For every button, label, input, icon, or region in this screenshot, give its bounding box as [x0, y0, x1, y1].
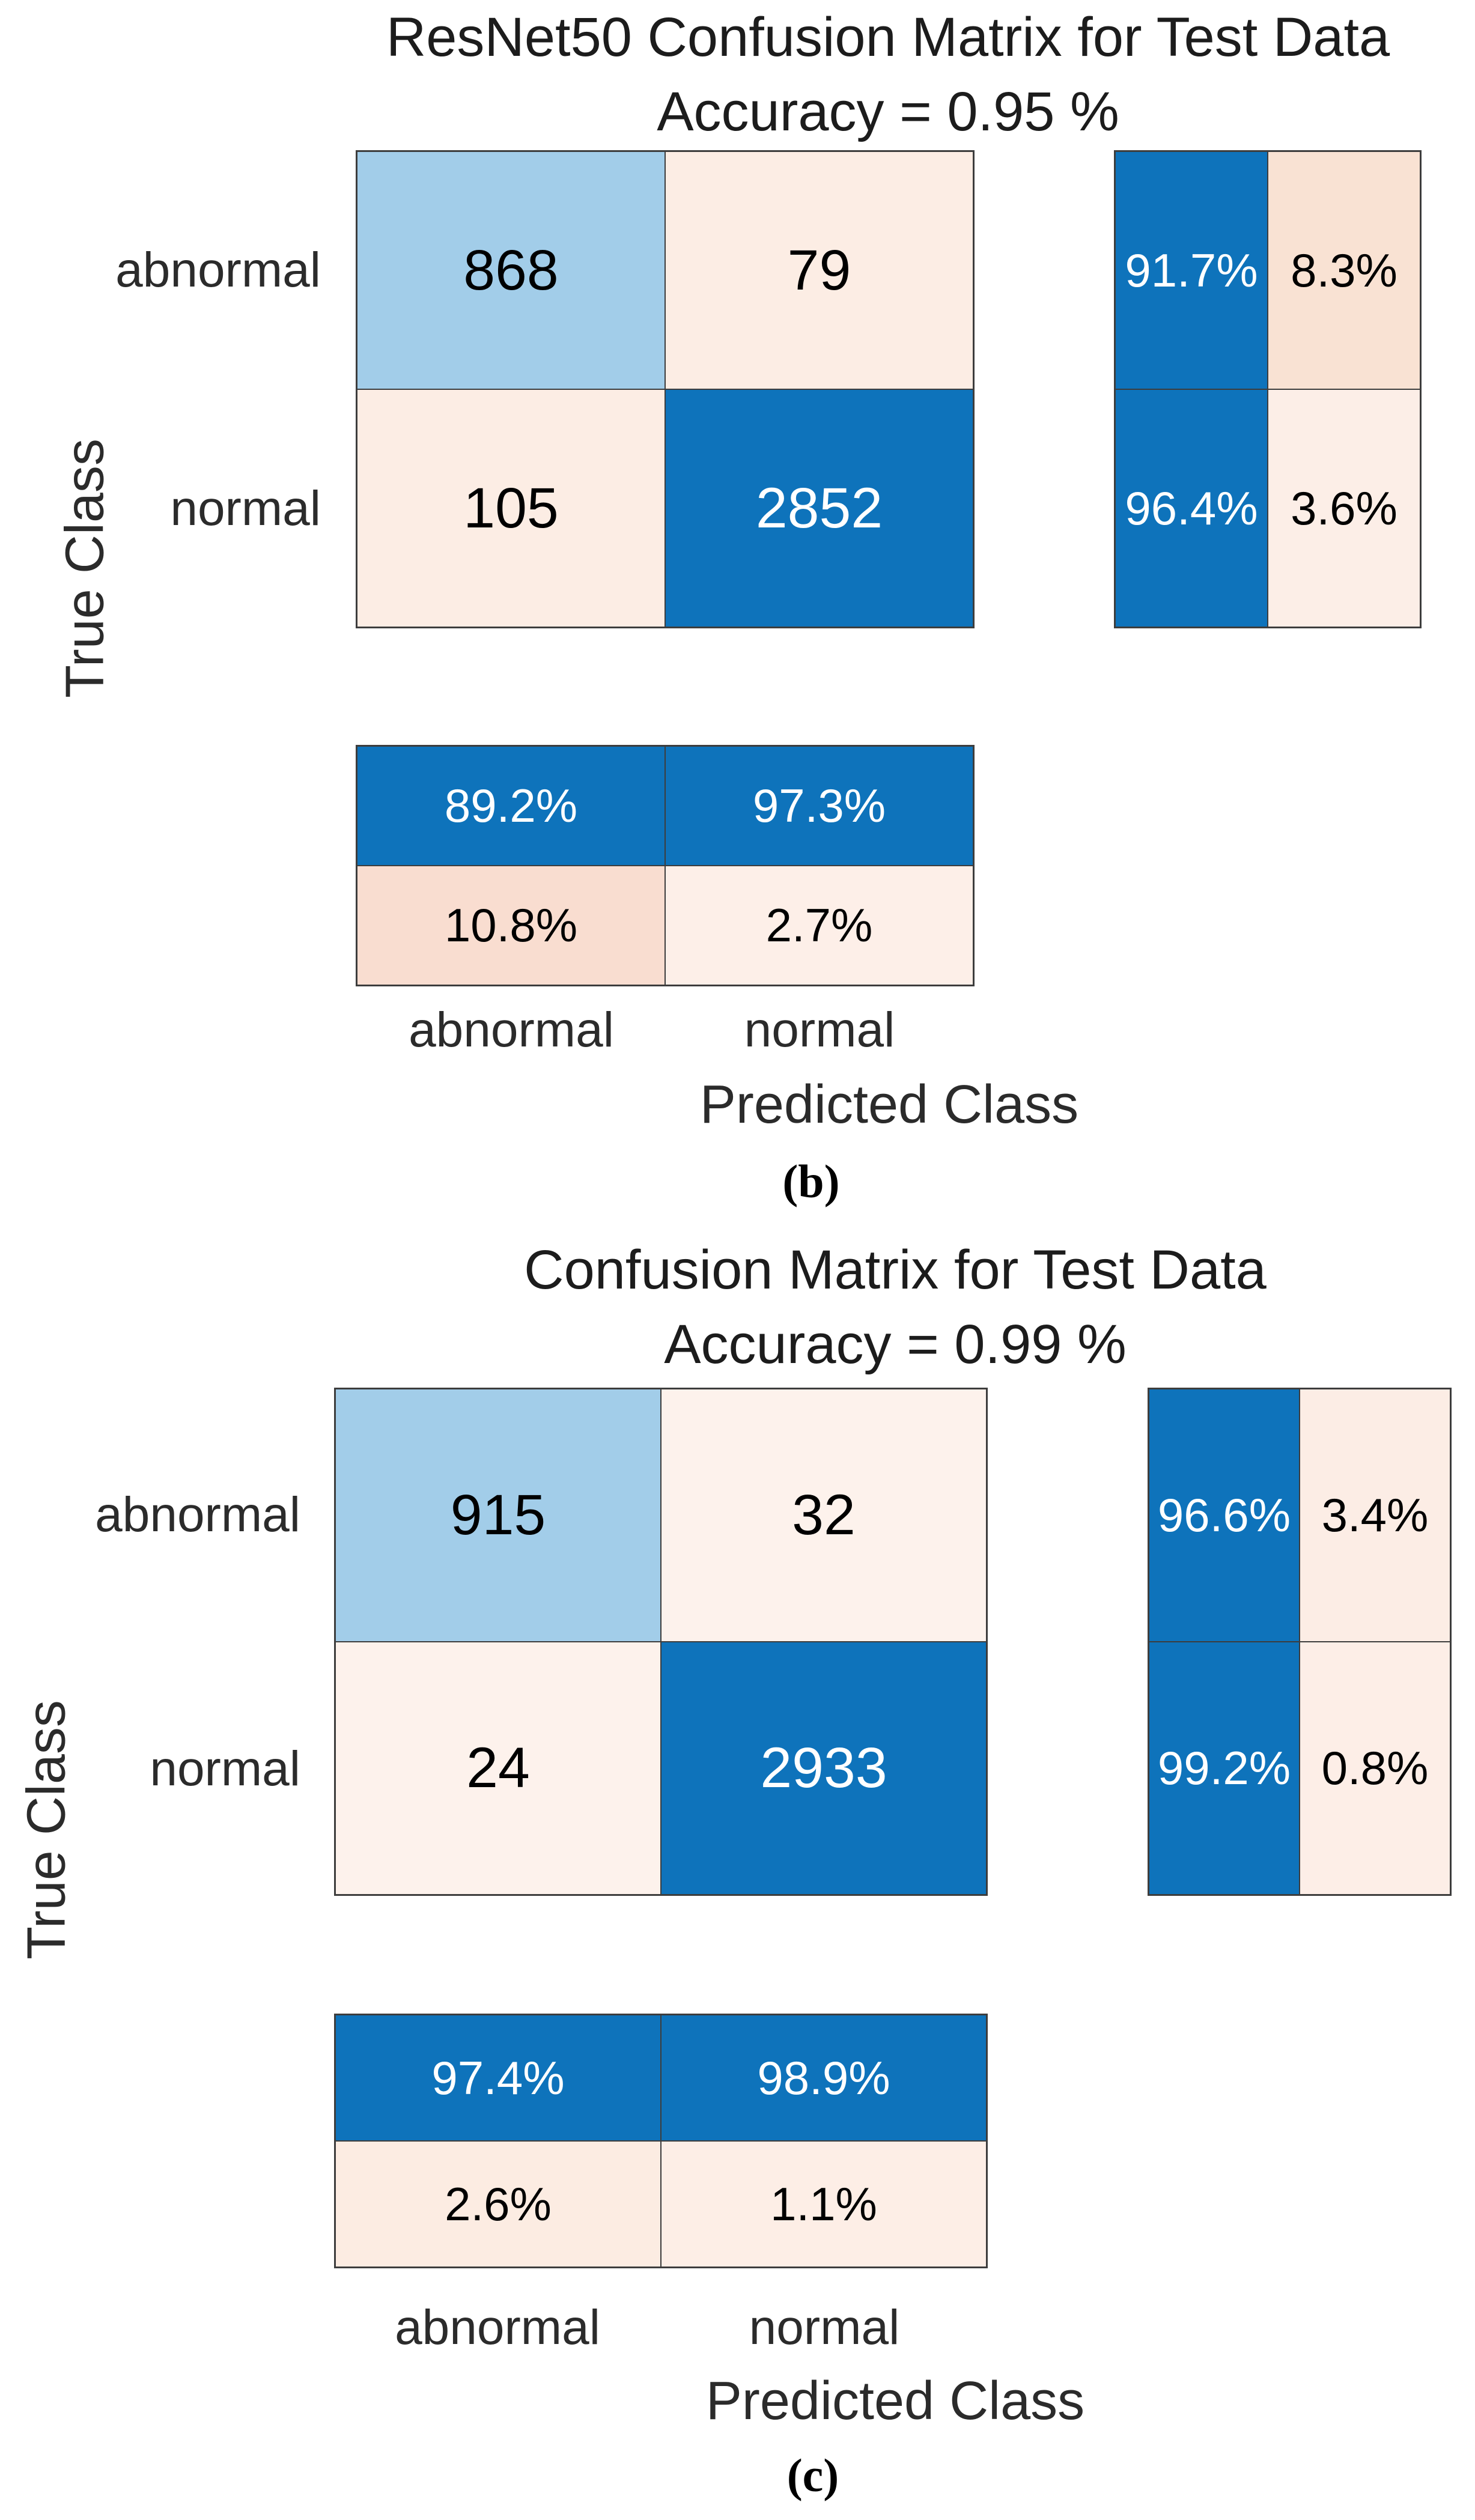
chart-subtitle-accuracy: Accuracy = 0.95 % — [657, 81, 1119, 142]
matrix-cell-true-abnormal-pred-abnormal: 868 — [357, 152, 665, 389]
x-tick-abnormal: abnormal — [409, 1003, 614, 1057]
x-tick-normal: normal — [744, 1003, 895, 1057]
col-summary-ppv-normal: 97.3% — [666, 747, 973, 865]
row-summary-tpr-abnormal: 96.6% — [1149, 1389, 1299, 1641]
y-tick-abnormal: abnormal — [95, 1487, 300, 1542]
col-summary-ppv-abnormal: 89.2% — [357, 747, 665, 865]
x-tick-abnormal: abnormal — [395, 2300, 600, 2355]
row-summary-grid: 96.6% 3.4% 99.2% 0.8% — [1148, 1388, 1452, 1896]
matrix-cell-true-normal-pred-abnormal: 105 — [357, 390, 665, 627]
matrix-cell-true-normal-pred-normal: 2933 — [661, 1642, 986, 1894]
y-axis-label: True Class — [16, 1700, 77, 1960]
col-summary-ppv-normal: 98.9% — [661, 2015, 986, 2140]
row-summary-fnr-normal: 0.8% — [1300, 1642, 1450, 1894]
x-axis-label: Predicted Class — [705, 2371, 1085, 2431]
y-axis-label: True Class — [55, 439, 115, 698]
y-tick-abnormal: abnormal — [115, 243, 321, 297]
col-summary-fdr-normal: 2.7% — [666, 866, 973, 985]
x-axis-label: Predicted Class — [699, 1075, 1079, 1135]
confusion-matrix-grid: 868 79 105 2852 — [356, 150, 975, 628]
matrix-cell-true-normal-pred-normal: 2852 — [666, 390, 973, 627]
matrix-cell-true-abnormal-pred-normal: 32 — [661, 1389, 986, 1641]
chart-title: Confusion Matrix for Test Data — [524, 1239, 1267, 1301]
matrix-cell-true-normal-pred-abnormal: 24 — [336, 1642, 660, 1894]
col-summary-ppv-abnormal: 97.4% — [336, 2015, 660, 2140]
row-summary-tpr-abnormal: 91.7% — [1116, 152, 1267, 389]
chart-title: ResNet50 Confusion Matrix for Test Data — [386, 7, 1390, 68]
row-summary-tpr-normal: 96.4% — [1116, 390, 1267, 627]
x-tick-normal: normal — [749, 2300, 900, 2355]
row-summary-fnr-abnormal: 8.3% — [1268, 152, 1420, 389]
column-summary-grid: 97.4% 98.9% 2.6% 1.1% — [334, 2014, 988, 2268]
col-summary-fdr-abnormal: 10.8% — [357, 866, 665, 985]
confusion-matrix-grid: 915 32 24 2933 — [334, 1388, 988, 1896]
subfigure-caption-c: (c) — [786, 2449, 839, 2501]
y-tick-normal: normal — [170, 481, 321, 536]
row-summary-fnr-normal: 3.6% — [1268, 390, 1420, 627]
chart-subtitle-accuracy: Accuracy = 0.99 % — [664, 1314, 1127, 1375]
col-summary-fdr-abnormal: 2.6% — [336, 2142, 660, 2266]
matrix-cell-true-abnormal-pred-abnormal: 915 — [336, 1389, 660, 1641]
column-summary-grid: 89.2% 97.3% 10.8% 2.7% — [356, 745, 975, 986]
y-tick-normal: normal — [150, 1741, 300, 1796]
matrix-cell-true-abnormal-pred-normal: 79 — [666, 152, 973, 389]
row-summary-fnr-abnormal: 3.4% — [1300, 1389, 1450, 1641]
row-summary-tpr-normal: 99.2% — [1149, 1642, 1299, 1894]
row-summary-grid: 91.7% 8.3% 96.4% 3.6% — [1114, 150, 1422, 628]
subfigure-caption-b: (b) — [782, 1155, 840, 1207]
col-summary-fdr-normal: 1.1% — [661, 2142, 986, 2266]
